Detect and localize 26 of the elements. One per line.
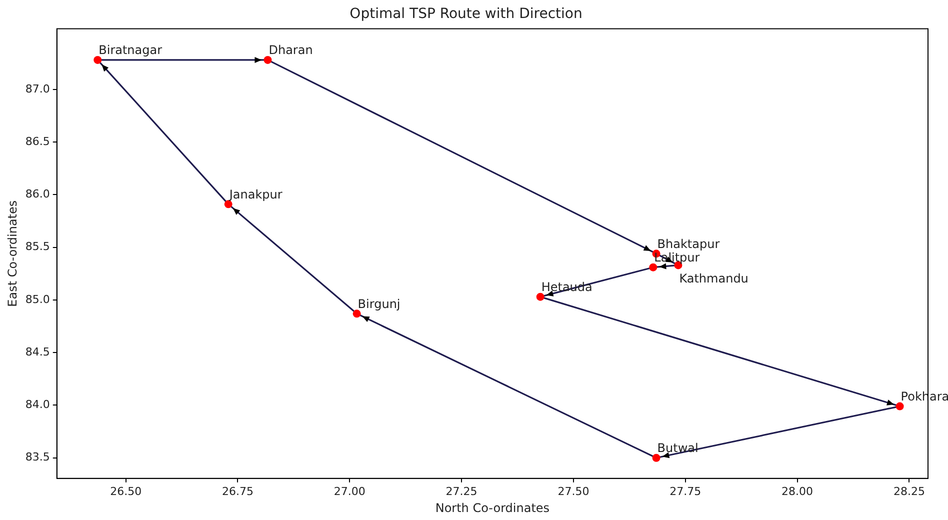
annotation: Dharan	[268, 43, 313, 58]
x-tick-label: 28.00	[782, 484, 814, 498]
x-tick-label: 26.50	[110, 484, 142, 498]
annotation: Bhaktapur	[657, 236, 720, 251]
x-tick-label: 26.75	[222, 484, 254, 498]
x-tick-label: 27.25	[446, 484, 478, 498]
y-tick-label: 86.0	[25, 188, 50, 201]
y-tick-label: 83.5	[25, 450, 50, 464]
y-tick-label: 86.5	[25, 134, 50, 148]
annotation: Birgunj	[358, 296, 400, 311]
x-tick-label: 27.00	[334, 484, 366, 498]
annotation: Janakpur	[228, 187, 282, 202]
x-tick-label: 28.25	[893, 484, 925, 498]
x-axis-title: North Co-ordinates	[435, 500, 550, 515]
y-tick-label: 87.0	[25, 82, 50, 96]
x-tick-label: 27.75	[670, 484, 702, 498]
x-tick-label: 27.50	[558, 484, 590, 498]
annotation: Biratnagar	[98, 43, 162, 58]
y-tick-label: 85.0	[25, 292, 50, 306]
y-tick-label: 84.5	[25, 345, 50, 358]
y-tick-label: 85.5	[25, 240, 50, 254]
chart-title: Optimal TSP Route with Direction	[350, 6, 582, 22]
y-tick-label: 84.0	[25, 398, 50, 412]
annotation: Butwal	[657, 441, 698, 455]
y-axis-title: East Co-ordinates	[5, 200, 20, 307]
annotation: Kathmandu	[679, 271, 748, 286]
